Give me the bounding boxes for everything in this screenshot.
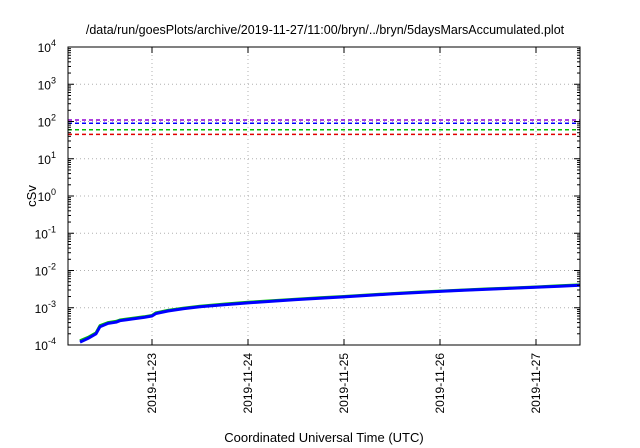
- series-line: [79, 283, 581, 344]
- x-axis-ticks: 2019-11-23 2019-11-24 2019-11-25 2019-11-26…: [145, 47, 543, 414]
- y-axis-ticks: 10-4 10-3 10-2 10-1 100 101 102 103 104: [35, 38, 580, 353]
- x-tick-label: 2019-11-27: [529, 353, 543, 414]
- y-tick-label: 10-3: [35, 299, 56, 316]
- x-axis-label: Coordinated Universal Time (UTC): [224, 430, 423, 445]
- x-tick-label: 2019-11-26: [433, 353, 447, 414]
- y-tick-label: 10-4: [35, 336, 56, 353]
- x-tick-label: 2019-11-23: [145, 353, 159, 414]
- y-tick-label: 10-2: [35, 262, 56, 279]
- y-tick-label: 104: [38, 38, 56, 55]
- x-tick-label: 2019-11-25: [337, 353, 351, 414]
- y-tick-label: 103: [38, 75, 56, 92]
- y-tick-label: 10-1: [35, 224, 56, 241]
- chart-title: /data/run/goesPlots/archive/2019-11-27/1…: [86, 23, 565, 37]
- grid: [68, 47, 580, 345]
- y-tick-label: 100: [38, 187, 56, 204]
- reference-lines: [68, 119, 580, 136]
- y-tick-label: 102: [38, 113, 56, 130]
- y-axis-label: cSv: [24, 185, 39, 207]
- series-lines: [79, 283, 581, 344]
- y-tick-label: 101: [38, 150, 56, 167]
- x-tick-label: 2019-11-24: [241, 353, 255, 414]
